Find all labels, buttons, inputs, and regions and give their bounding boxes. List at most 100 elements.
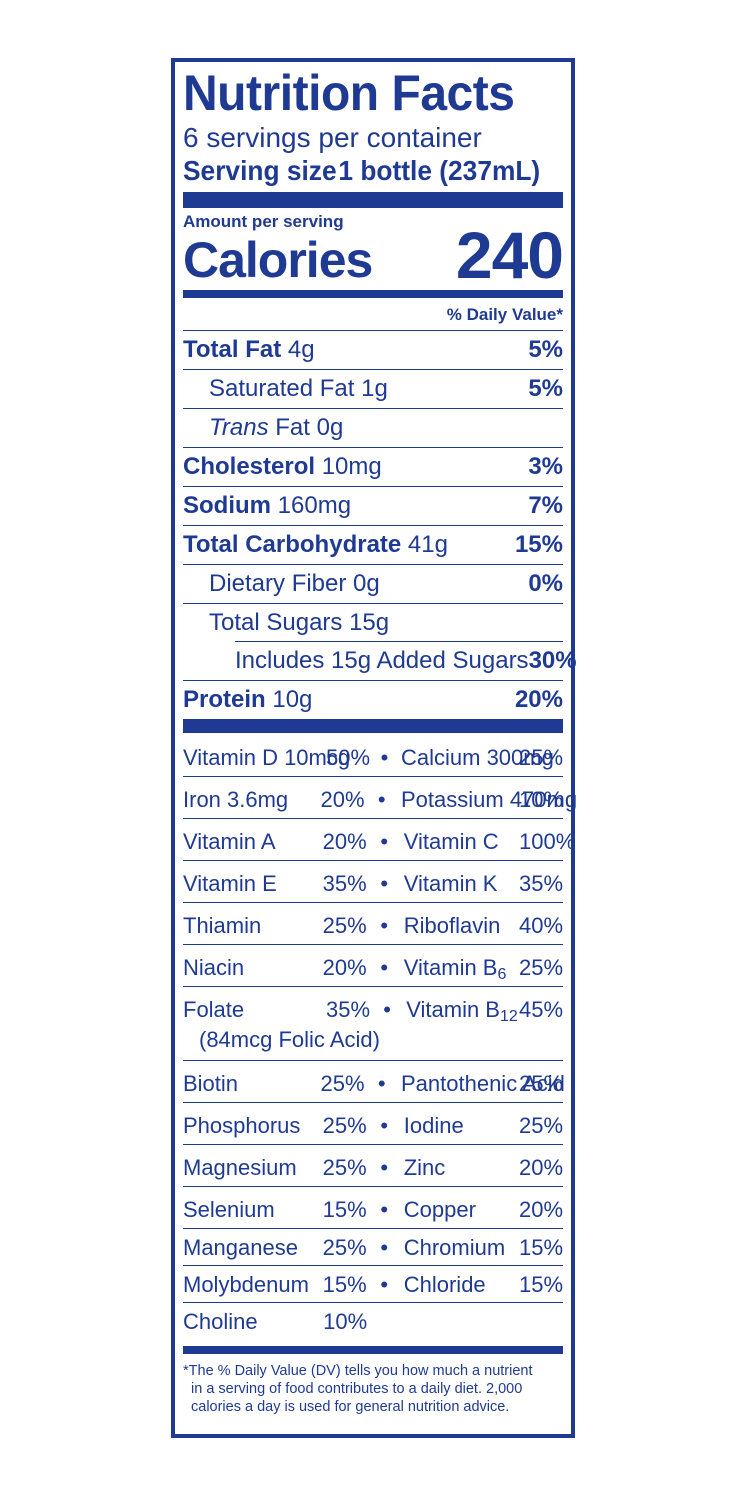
vitamin-right-label: Copper <box>403 1197 476 1222</box>
nutrient-name-suffix: Fat <box>268 414 310 441</box>
vitamin-row: Vitamin E 35% • Vitamin K 35% <box>183 861 563 903</box>
serving-size-value: 1 bottle (237mL) <box>338 155 541 186</box>
nutrient-row-total-sugars: Total Sugars 15g <box>183 604 563 642</box>
calories-value: 240 <box>455 218 564 292</box>
vitamin-right-dv: 20% <box>518 1197 564 1222</box>
vitamin-right-name: Vitamin C <box>404 829 519 855</box>
footnote-line: *The % Daily Value (DV) tells you how mu… <box>183 1363 533 1379</box>
vitamin-row: Biotin 25% • Pantothenic Acid 25% <box>183 1061 565 1103</box>
vitamin-left-dv: 35% <box>322 871 367 896</box>
vitamin-left-name: Magnesium <box>183 1155 323 1181</box>
vitamin-right-label: Vitamin K <box>403 871 498 896</box>
vitamin-right-subscript: 6 <box>497 966 507 983</box>
vitamin-left-name: Niacin <box>183 955 323 981</box>
vitamin-row: Thiamin 25% • Riboflavin 40% <box>183 903 563 945</box>
vitamin-right-label: Iodine <box>403 1113 464 1138</box>
vitamin-left-label: Selenium <box>183 1197 275 1222</box>
bullet-separator: • <box>383 997 391 1022</box>
vitamin-left-label: Phosphorus <box>183 1113 301 1138</box>
nutrition-facts-label: Nutrition Facts 6 servings per container… <box>171 58 577 1438</box>
vitamin-left-label: Vitamin D 10mcg <box>183 745 351 770</box>
vitamin-left-dv: 25% <box>320 1071 365 1096</box>
vitamin-left-dv: 25% <box>322 913 367 938</box>
vitamin-left-label: Choline <box>183 1309 258 1334</box>
vitamin-right-label: Chloride <box>403 1272 486 1297</box>
vitamin-right-name: Vitamin B6 <box>404 955 519 984</box>
bullet-separator: • <box>380 913 389 938</box>
nutrient-amount: 10mg <box>321 453 382 480</box>
vitamin-right-dv: 100% <box>518 829 576 854</box>
nutrient-name: Sodium <box>183 492 271 519</box>
vitamin-left-label: Biotin <box>183 1071 239 1096</box>
nutrient-amount: 160mg <box>277 492 352 519</box>
vitamin-left-dv: 50% <box>326 745 371 770</box>
vitamin-right-name: Chloride <box>404 1272 519 1298</box>
vitamin-left-name: Vitamin A <box>183 829 323 855</box>
bullet-separator: • <box>380 1272 389 1297</box>
nutrient-row-total-fat: Total Fat 4g 5% <box>183 331 563 370</box>
footnote-line: in a serving of food contributes to a da… <box>191 1381 523 1397</box>
nutrient-dv: 5% <box>528 336 563 363</box>
bullet-separator: • <box>380 1235 389 1260</box>
vitamin-left-label: Iron 3.6mg <box>183 787 289 812</box>
vitamin-right-label: Vitamin C <box>403 829 499 854</box>
vitamin-left-dv: 15% <box>322 1197 367 1222</box>
vitamin-left-extra: (84mcg Folic Acid) <box>199 1027 380 1052</box>
footnote-line: calories a day is used for general nutri… <box>191 1399 510 1415</box>
nutrient-amount: 0g <box>316 414 344 441</box>
vitamin-row: Niacin 20% • Vitamin B6 25% <box>183 945 563 987</box>
nutrient-amount: 41g <box>407 531 448 558</box>
label-title: Nutrition Facts <box>183 65 515 121</box>
vitamin-right-name: Calcium 300mg <box>401 745 554 771</box>
nutrient-name: Total Carbohydrate <box>183 531 402 558</box>
vitamin-left-dv: 35% <box>326 997 371 1022</box>
vitamin-left-dv: 20% <box>322 829 367 854</box>
nutrient-dv: 30% <box>528 647 577 674</box>
vitamin-left-name: Iron 3.6mg <box>183 787 321 813</box>
nutrient-amount: 15g <box>349 609 390 636</box>
nutrient-row-protein: Protein 10g 20% <box>183 681 563 719</box>
vitamin-right-name: Vitamin B12 <box>406 997 519 1026</box>
vitamin-right-dv: 25% <box>519 745 564 770</box>
vitamin-right-dv: 25% <box>519 1071 564 1096</box>
nutrient-amount: 4g <box>287 336 315 363</box>
vitamin-left-dv: 10% <box>323 1309 368 1334</box>
vitamin-right-dv: 40% <box>518 913 564 938</box>
nutrient-dv: 0% <box>528 570 563 597</box>
vitamin-row: Vitamin A 20% • Vitamin C 100% <box>183 819 576 861</box>
footnote: *The % Daily Value (DV) tells you how mu… <box>183 1356 563 1416</box>
vitamin-right-name: Riboflavin <box>404 913 519 939</box>
vitamin-row: Manganese 25% • Chromium 15% <box>183 1229 563 1266</box>
bullet-separator: • <box>380 1197 389 1222</box>
vitamin-right-label: Chromium <box>403 1235 506 1260</box>
bullet-separator: • <box>380 745 389 770</box>
vitamin-left-name: Biotin <box>183 1071 321 1097</box>
vitamin-left-name: Thiamin <box>183 913 323 939</box>
nutrient-name: Protein <box>183 686 266 713</box>
nutrient-name: Total Fat <box>183 336 282 363</box>
thick-divider <box>183 719 563 733</box>
nutrient-dv: 7% <box>528 492 563 519</box>
vitamin-right-label: Riboflavin <box>403 913 501 938</box>
nutrient-name: Includes 15g Added Sugars <box>235 647 529 674</box>
vitamin-right-name: Vitamin K <box>404 871 519 897</box>
vitamin-right-label: Vitamin B <box>403 955 498 980</box>
nutrient-row-added-sugars: Includes 15g Added Sugars 30% <box>183 642 577 681</box>
calories-label: Calories <box>183 232 373 288</box>
bullet-separator: • <box>377 787 386 812</box>
vitamin-left-label: Vitamin E <box>183 871 277 896</box>
nutrient-row-total-carbohydrate: Total Carbohydrate 41g 15% <box>183 526 563 565</box>
calories-row: Calories 240 <box>183 218 564 292</box>
nutrient-amount: 0g <box>353 570 380 597</box>
vitamin-right-name: Zinc <box>404 1155 519 1181</box>
vitamin-left-dv: 25% <box>322 1235 367 1260</box>
vitamin-right-name: Iodine <box>404 1113 519 1139</box>
bullet-separator: • <box>380 829 389 854</box>
vitamin-right-subscript: 12 <box>499 1008 518 1025</box>
medium-divider <box>183 1346 563 1354</box>
nutrient-name: Trans <box>209 414 269 441</box>
vitamin-right-dv: 10% <box>519 787 564 812</box>
nutrient-row-dietary-fiber: Dietary Fiber 0g 0% <box>183 565 563 604</box>
vitamin-left-label: Vitamin A <box>183 829 276 854</box>
vitamin-right-label: Calcium 300mg <box>401 745 554 770</box>
